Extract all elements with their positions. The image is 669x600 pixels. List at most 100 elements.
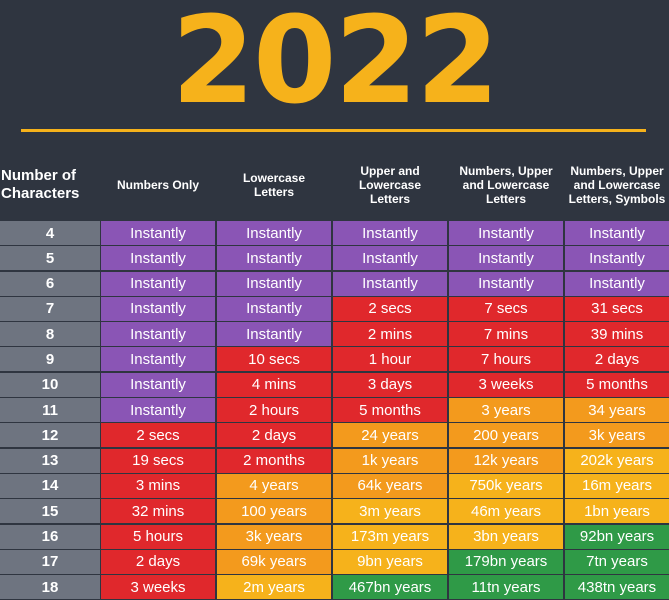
table-row: 18 3 weeks 2m years 467bn years 11tn years 43… [0,575,669,600]
crack-time-cell: Instantly [333,271,447,296]
crack-time-cell: Instantly [333,221,447,245]
crack-time-cell: 24 years [333,423,447,448]
crack-time-cell: Instantly [101,322,215,347]
crack-time-cell: Instantly [565,271,669,296]
crack-time-cell: 3 weeks [449,372,563,397]
crack-time-cell: 10 secs [217,347,331,372]
crack-time-cell: 3k years [565,423,669,448]
crack-time-cell: Instantly [217,296,331,321]
table-row: 11 Instantly 2 hours 5 months 3 years 34 year… [0,398,669,423]
table-row: 14 3 mins 4 years 64k years 750k years 16m ye… [0,473,669,499]
column-header-1: Numbers Only [116,178,200,192]
crack-time-cell: 39 mins [565,322,669,347]
crack-time-cell: 2 months [217,448,331,473]
table-row: 13 19 secs 2 months 1k years 12k years 202k y… [0,448,669,474]
character-count-cell: 16 [0,524,100,549]
character-count-cell: 6 [0,271,100,296]
column-header-5: Numbers, Upper and Lowercase Letters, Sy… [568,164,666,206]
crack-time-cell: 2 days [565,347,669,372]
column-header-0: Number of Characters [1,167,80,202]
crack-time-cell: 11tn years [449,575,563,600]
crack-time-cell: 5 hours [101,524,215,549]
character-count-cell: 13 [0,448,100,473]
table-row: 15 32 mins 100 years 3m years 46m years 1bn y… [0,499,669,524]
crack-time-cell: 3 weeks [101,575,215,600]
character-count-cell: 17 [0,549,100,574]
table-row: 6 Instantly Instantly Instantly Instantly Ins… [0,271,669,297]
character-count-cell: 5 [0,246,100,271]
crack-time-cell: 2 hours [217,398,331,423]
crack-time-cell: 34 years [565,398,669,423]
crack-time-cell: Instantly [101,296,215,321]
crack-time-cell: 2m years [217,575,331,600]
crack-time-cell: 202k years [565,448,669,473]
crack-time-cell: Instantly [101,372,215,397]
title-divider [21,129,646,132]
crack-time-cell: Instantly [333,246,447,271]
table-header: Number of Characters Numbers Only Lowercas… [0,150,669,220]
crack-time-cell: Instantly [565,221,669,245]
character-count-cell: 11 [0,398,100,423]
crack-time-cell: 5 months [565,372,669,397]
crack-time-cell: 3k years [217,524,331,549]
crack-time-cell: 467bn years [333,575,447,600]
table-row: 4 Instantly Instantly Instantly Instantly Ins… [0,221,669,246]
crack-time-cell: 16m years [565,473,669,498]
crack-time-cell: 1 hour [333,347,447,372]
crack-time-cell: Instantly [449,271,563,296]
crack-time-cell: 2 days [217,423,331,448]
crack-time-cell: 200 years [449,423,563,448]
table-row: 17 2 days 69k years 9bn years 179bn years 7tn… [0,549,669,575]
crack-time-cell: 2 mins [333,322,447,347]
crack-time-cell: Instantly [217,221,331,245]
character-count-cell: 18 [0,575,100,600]
crack-time-cell: 2 secs [101,423,215,448]
crack-time-cell: 750k years [449,473,563,498]
character-count-cell: 7 [0,296,100,321]
crack-time-cell: 438tn years [565,575,669,600]
table-body: 4 Instantly Instantly Instantly Instantly Ins… [0,221,669,600]
table-row: 9 Instantly 10 secs 1 hour 7 hours 2 days [0,347,669,372]
crack-time-cell: 9bn years [333,549,447,574]
crack-time-cell: Instantly [565,246,669,271]
character-count-cell: 14 [0,473,100,498]
character-count-cell: 15 [0,499,100,524]
crack-time-cell: 4 years [217,473,331,498]
crack-time-cell: 173m years [333,524,447,549]
crack-time-cell: 64k years [333,473,447,498]
crack-time-cell: 3 mins [101,473,215,498]
character-count-cell: 4 [0,221,100,245]
character-count-cell: 10 [0,372,100,397]
column-header-2: Lowercase Letters [242,171,306,199]
crack-time-cell: 7tn years [565,549,669,574]
crack-time-cell: 3 years [449,398,563,423]
crack-time-cell: 19 secs [101,448,215,473]
table-row: 10 Instantly 4 mins 3 days 3 weeks 5 months [0,372,669,398]
crack-time-cell: 46m years [449,499,563,524]
crack-time-cell: 32 mins [101,499,215,524]
crack-time-cell: Instantly [101,398,215,423]
crack-time-cell: 31 secs [565,296,669,321]
table-row: 16 5 hours 3k years 173m years 3bn years 92bn… [0,524,669,550]
crack-time-cell: 179bn years [449,549,563,574]
crack-time-cell: 12k years [449,448,563,473]
crack-time-cell: 100 years [217,499,331,524]
crack-time-cell: 7 hours [449,347,563,372]
crack-time-cell: Instantly [101,221,215,245]
crack-time-cell: Instantly [217,271,331,296]
crack-time-cell: 1bn years [565,499,669,524]
crack-time-cell: Instantly [101,347,215,372]
crack-time-cell: 3bn years [449,524,563,549]
chart-year-title: 2022 [171,0,500,131]
crack-time-cell: Instantly [101,246,215,271]
column-header-4: Numbers, Upper and Lowercase Letters [459,164,553,206]
character-count-cell: 8 [0,322,100,347]
crack-time-cell: 1k years [333,448,447,473]
crack-time-cell: 7 secs [449,296,563,321]
crack-time-cell: 3 days [333,372,447,397]
column-header-3: Upper and Lowercase Letters [358,164,422,206]
character-count-cell: 9 [0,347,100,372]
crack-time-cell: Instantly [217,246,331,271]
character-count-cell: 12 [0,423,100,448]
crack-time-cell: 5 months [333,398,447,423]
